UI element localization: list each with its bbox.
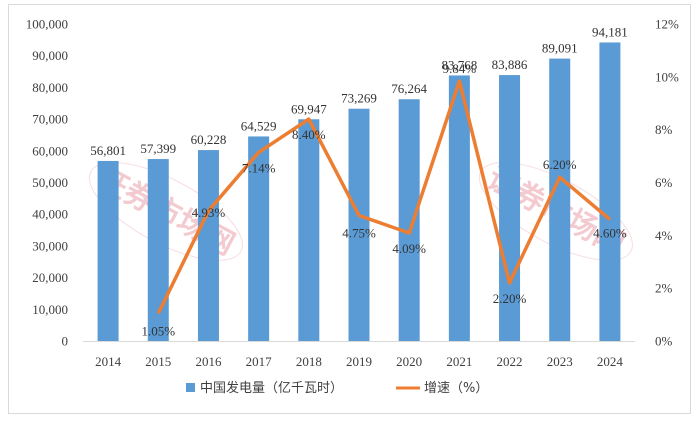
x-tick-label: 2017 <box>246 354 273 369</box>
y-left-tick-label: 100,000 <box>26 17 68 32</box>
bar-2020 <box>398 99 420 341</box>
x-tick-label: 2019 <box>346 354 372 369</box>
line-series <box>156 79 612 315</box>
x-tick-label: 2015 <box>145 354 171 369</box>
bar-2018 <box>298 119 320 342</box>
bar-value-label: 73,269 <box>341 91 377 106</box>
legend: 中国发电量（亿千瓦时） 增速（%） <box>186 380 488 396</box>
x-tick-label: 2016 <box>195 354 222 369</box>
y-right-tick-label: 4% <box>655 228 673 243</box>
y-axis-right: 0% 2% 4% 6% 8% 10% 12% <box>655 17 679 349</box>
y-left-tick-label: 50,000 <box>32 175 68 190</box>
y-left-tick-label: 10,000 <box>32 302 68 317</box>
x-tick-label: 2021 <box>446 354 472 369</box>
bar-2019 <box>348 108 370 341</box>
bar-2023 <box>549 58 571 341</box>
x-tick-label: 2022 <box>497 354 523 369</box>
y-right-tick-label: 12% <box>655 17 679 32</box>
x-tick-label: 2018 <box>296 354 322 369</box>
bar-2017 <box>248 136 270 341</box>
growth-value-label: 7.14% <box>242 160 276 175</box>
x-axis: 2014 2015 2016 2017 2018 2019 2020 2021 2022 2023… <box>83 341 635 369</box>
y-left-tick-label: 30,000 <box>32 238 68 253</box>
growth-value-label: 6.20% <box>543 157 577 172</box>
x-tick-label: 2020 <box>396 354 422 369</box>
y-right-tick-label: 10% <box>655 69 679 84</box>
line-data-labels: 1.05% 4.93% 7.14% 8.40% 4.75% 4.09% 9.84% 2.20%… <box>141 61 626 338</box>
bar-2016 <box>197 150 219 341</box>
y-right-tick-label: 8% <box>655 122 673 137</box>
y-right-tick-label: 0% <box>655 334 673 349</box>
y-left-tick-label: 60,000 <box>32 143 68 158</box>
growth-value-label: 8.40% <box>292 127 326 142</box>
bar-value-label: 57,399 <box>140 141 176 156</box>
y-axis-left: 0 10,000 20,000 30,000 40,000 50,000 60,000 70,… <box>26 17 68 349</box>
bar-value-label: 83,886 <box>492 57 528 72</box>
bar-2021 <box>448 75 470 341</box>
y-left-tick-label: 0 <box>62 334 69 349</box>
growth-value-label: 4.75% <box>342 226 376 241</box>
x-tick-label: 2014 <box>95 354 122 369</box>
bar-2015 <box>147 159 169 341</box>
bar-value-label: 89,091 <box>542 41 578 56</box>
bar-value-label: 83,768 <box>441 57 477 72</box>
bar-value-label: 76,264 <box>391 81 427 96</box>
bar-series <box>97 42 621 342</box>
growth-value-label: 9.84% <box>443 61 477 76</box>
y-left-tick-label: 70,000 <box>32 112 68 127</box>
growth-value-label: 2.20% <box>493 291 527 306</box>
bar-value-label: 69,947 <box>291 101 327 116</box>
growth-value-label: 4.60% <box>593 225 627 240</box>
x-tick-label: 2024 <box>597 354 624 369</box>
growth-value-label: 4.93% <box>192 205 226 220</box>
bar-value-label: 60,228 <box>191 132 227 147</box>
y-left-tick-label: 80,000 <box>32 80 68 95</box>
bar-value-label: 56,801 <box>90 143 126 158</box>
growth-value-label: 4.09% <box>392 241 426 256</box>
y-left-tick-label: 90,000 <box>32 48 68 63</box>
bar-value-label: 94,181 <box>592 24 628 39</box>
bar-2024 <box>599 42 621 342</box>
legend-swatch-bar <box>186 383 195 392</box>
y-left-tick-label: 20,000 <box>32 270 68 285</box>
bar-data-labels: 56,801 57,399 60,228 64,529 69,947 73,269 76,2… <box>90 24 628 157</box>
bar-value-label: 64,529 <box>241 118 277 133</box>
y-right-tick-label: 6% <box>655 175 673 190</box>
y-right-tick-label: 2% <box>655 281 673 296</box>
y-left-tick-label: 40,000 <box>32 207 68 222</box>
legend-label-line: 增速（%） <box>424 381 488 396</box>
x-tick-label: 2023 <box>547 354 573 369</box>
growth-line <box>156 79 612 315</box>
growth-value-label: 1.05% <box>141 323 175 338</box>
legend-label-bar: 中国发电量（亿千瓦时） <box>200 380 343 396</box>
bar-2014 <box>97 160 119 341</box>
